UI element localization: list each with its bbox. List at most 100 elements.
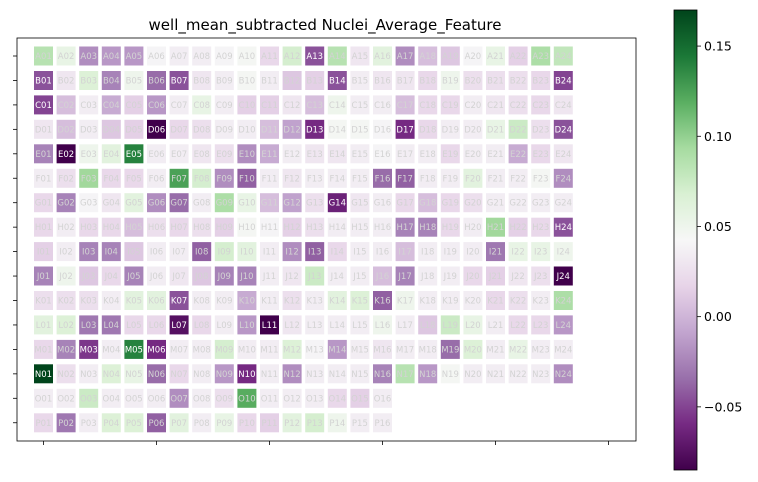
heatmap-cell-O14	[327, 388, 347, 408]
well-label: L10	[239, 321, 255, 331]
well-label: M07	[170, 345, 188, 355]
well-label: D12	[283, 125, 300, 135]
heatmap-cell-I12	[282, 242, 302, 262]
heatmap-cell-G15	[350, 193, 370, 213]
heatmap-cell-M02	[56, 339, 76, 359]
well-label: C04	[103, 101, 120, 111]
well-label: A21	[487, 52, 504, 62]
well-label: O06	[148, 394, 166, 404]
heatmap-cell-E12	[282, 144, 302, 164]
well-label: A03	[80, 52, 97, 62]
well-label: D13	[306, 125, 323, 135]
well-label: J15	[352, 272, 366, 282]
heatmap-cell-D01	[34, 119, 53, 139]
well-label: M11	[260, 345, 278, 355]
well-label: O02	[57, 394, 75, 404]
heatmap-cell-A14	[327, 46, 347, 66]
heatmap-cell-A02	[56, 46, 76, 66]
well-label: O12	[283, 394, 301, 404]
heatmap-cell-B18	[418, 71, 438, 90]
heatmap-cell-L11	[260, 315, 279, 335]
well-label: L18	[420, 321, 436, 331]
heatmap-cell-D12	[282, 119, 302, 139]
heatmap-cell-I11	[260, 242, 279, 262]
heatmap-cell-C08	[192, 95, 212, 115]
well-label: K21	[487, 297, 503, 307]
well-label: M12	[283, 345, 301, 355]
well-label: I21	[489, 248, 502, 258]
well-label: G08	[193, 199, 210, 209]
well-label: F13	[307, 174, 323, 184]
colorbar-tick-label: 0.10	[704, 129, 732, 144]
heatmap-cell-J10	[237, 266, 257, 286]
heatmap-cell-O02	[56, 388, 76, 408]
well-label: I22	[511, 248, 524, 258]
heatmap-cell-K12	[282, 291, 302, 310]
well-label: G19	[442, 199, 459, 209]
heatmap-cell-P10	[237, 413, 257, 433]
heatmap-cell-N16	[373, 364, 392, 384]
well-label: G06	[148, 199, 165, 209]
heatmap-cell-M03	[79, 339, 99, 359]
heatmap-cell-N08	[192, 364, 212, 384]
heatmap-cell-N03	[79, 364, 99, 384]
heatmap-cell-B22	[508, 71, 528, 90]
well-label: E07	[171, 150, 187, 160]
well-label: F04	[103, 174, 119, 184]
heatmap-cell-A17	[395, 46, 415, 66]
well-label: E21	[487, 150, 503, 160]
heatmap-cell-J08	[192, 266, 212, 286]
heatmap-cell-G18	[418, 193, 438, 213]
well-label: O14	[329, 394, 347, 404]
well-label: A07	[171, 52, 188, 62]
heatmap-cell-C05	[124, 95, 144, 115]
heatmap-cell-O01	[34, 388, 53, 408]
well-label: B11	[261, 77, 278, 87]
well-label: L09	[217, 321, 233, 331]
well-label: D24	[555, 125, 572, 135]
heatmap-cell-M04	[101, 339, 121, 359]
well-label: D02	[57, 125, 74, 135]
heatmap-cell-J20	[463, 266, 483, 286]
heatmap-cell-H12	[282, 217, 302, 237]
heatmap-cell-C04	[101, 95, 121, 115]
well-label: N23	[532, 370, 549, 380]
heatmap-cell-O07	[169, 388, 189, 408]
heatmap-cell-G21	[486, 193, 505, 213]
well-label: H03	[80, 223, 97, 233]
heatmap-cell-B07	[169, 71, 189, 90]
well-label: O16	[374, 394, 392, 404]
well-label: H06	[148, 223, 165, 233]
heatmap-cell-A01	[34, 46, 53, 66]
well-label: E04	[103, 150, 119, 160]
heatmap-cell-M08	[192, 339, 212, 359]
well-label: D15	[351, 125, 368, 135]
heatmap-cell-J23	[531, 266, 551, 286]
heatmap-cell-H17	[395, 217, 415, 237]
heatmap-cell-P12	[282, 413, 302, 433]
well-label: K22	[510, 297, 526, 307]
well-label: D08	[193, 125, 210, 135]
well-label: C19	[442, 101, 459, 111]
chart-title: well_mean_subtracted Nuclei_Average_Feat…	[149, 16, 502, 35]
well-label: F11	[262, 174, 278, 184]
heatmap-cell-J15	[350, 266, 370, 286]
well-label: A10	[239, 52, 256, 62]
well-label: E12	[284, 150, 300, 160]
heatmap-cell-A13	[305, 46, 325, 66]
heatmap-cell-F20	[463, 168, 483, 188]
heatmap-cell-B08	[192, 71, 212, 90]
well-label: F17	[397, 174, 413, 184]
well-label: F19	[442, 174, 458, 184]
heatmap-cell-B20	[463, 71, 483, 90]
heatmap-cell-L04	[101, 315, 121, 335]
well-label: H17	[396, 223, 413, 233]
well-label: J03	[81, 272, 95, 282]
heatmap-cell-A08	[192, 46, 212, 66]
well-label: C08	[193, 101, 210, 111]
well-label: D06	[148, 125, 165, 135]
heatmap-cell-C06	[147, 95, 166, 115]
heatmap-cell-F04	[101, 168, 121, 188]
heatmap-cell-A10	[237, 46, 257, 66]
well-label: D18	[419, 125, 436, 135]
